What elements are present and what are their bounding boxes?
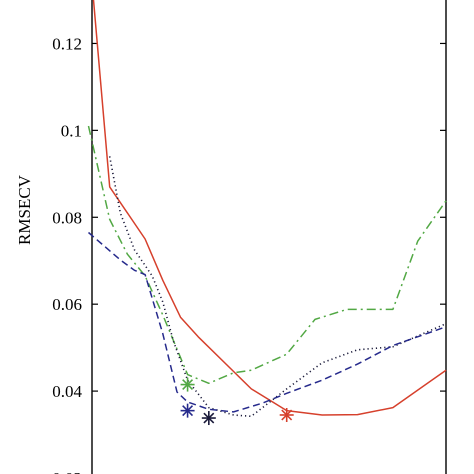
y-tick-label: 0.06 [52,295,82,314]
y-tick-label: 0.02 [52,469,82,474]
y-tick-label: 0.12 [52,34,82,53]
min-marker-1 [279,407,294,422]
min-marker-4 [180,403,195,418]
markers-group [180,377,294,426]
y-tick-label: 0.04 [52,382,82,401]
axes: 0.02 0.04 0.06 0.08 0.1 0.12 [52,0,447,474]
series-line-3 [108,156,447,418]
min-marker-3 [201,411,216,426]
series-line-4 [88,231,447,413]
series-line-2 [87,125,447,385]
series-group [87,0,447,418]
series-line-1 [92,0,447,416]
y-tick-label: 0.1 [61,121,82,140]
min-marker-2 [180,377,195,392]
y-axis-title: RMSECV [15,174,34,245]
y-tick-label: 0.08 [52,208,82,227]
